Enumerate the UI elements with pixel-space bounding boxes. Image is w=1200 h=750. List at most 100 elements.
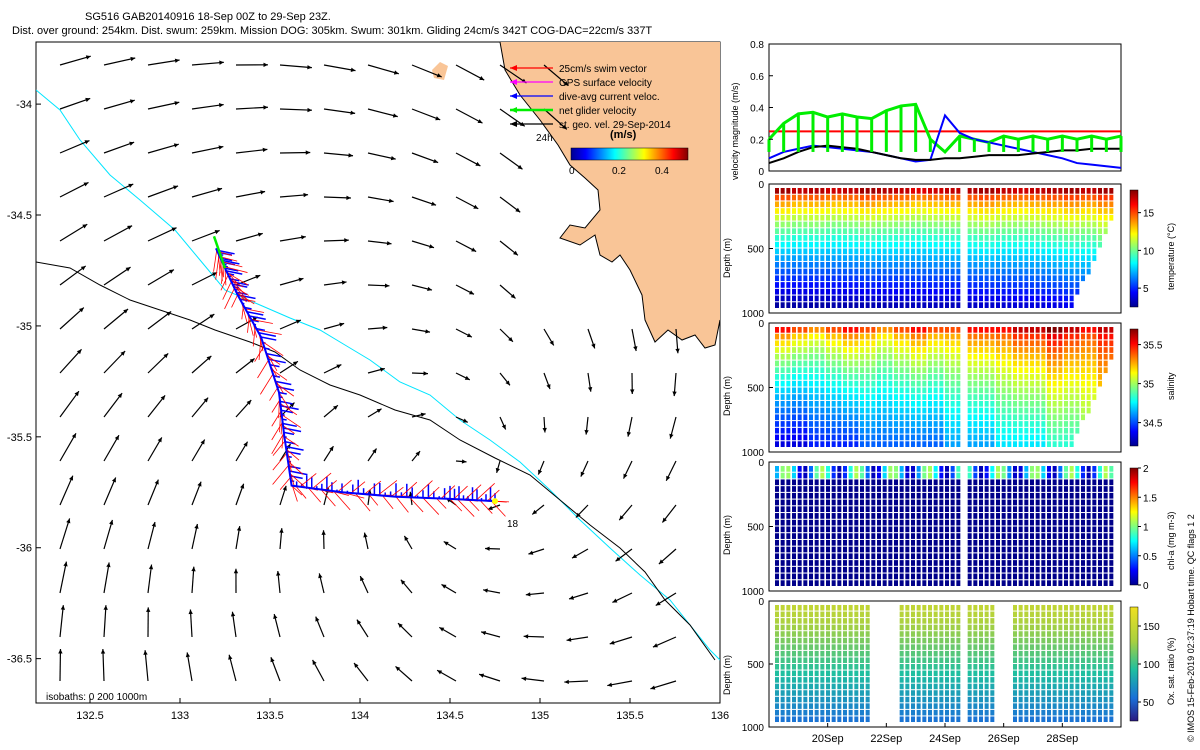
section-sample xyxy=(950,566,955,573)
section-sample xyxy=(1018,394,1023,400)
section-sample xyxy=(831,194,836,201)
section-sample xyxy=(1035,394,1040,400)
section-sample xyxy=(860,560,864,566)
section-sample xyxy=(888,486,893,492)
section-sample xyxy=(956,288,961,295)
section-sample xyxy=(780,194,785,201)
section-sample xyxy=(786,492,791,499)
section-sample xyxy=(1098,703,1102,709)
section-sample xyxy=(950,533,955,539)
section-sample xyxy=(809,546,813,553)
geo-velocity-arrowhead xyxy=(106,562,111,568)
section-sample xyxy=(939,650,944,657)
section-sample xyxy=(1109,327,1114,333)
geo-velocity-arrowhead xyxy=(393,70,399,75)
section-sample xyxy=(950,255,955,261)
section-sample xyxy=(865,188,870,194)
section-sample xyxy=(945,566,949,573)
section-sample xyxy=(809,434,813,441)
section-sample xyxy=(775,347,779,353)
section-sample xyxy=(1041,248,1046,255)
section-sample xyxy=(911,526,915,533)
section-sample xyxy=(1098,347,1102,353)
geo-velocity-arrowhead xyxy=(435,116,441,121)
section-sample xyxy=(899,513,904,519)
section-sample xyxy=(1024,605,1029,611)
section-sample xyxy=(1069,275,1074,282)
section-sample xyxy=(950,573,955,580)
section-sample xyxy=(1081,347,1085,353)
section-sample xyxy=(1069,631,1074,637)
geo-velocity-arrow xyxy=(102,648,105,682)
section-sample xyxy=(911,670,915,677)
section-sample xyxy=(814,295,819,302)
geo-velocity-arrowhead xyxy=(282,485,287,491)
section-sample xyxy=(1109,716,1114,723)
section-sample xyxy=(950,188,955,194)
section-sample xyxy=(848,560,853,566)
section-sample xyxy=(1092,255,1097,261)
section-sample xyxy=(911,631,915,637)
geo-velocity-arrow xyxy=(499,64,527,84)
section-sample xyxy=(854,644,859,650)
section-sample xyxy=(882,214,887,221)
geo-velocity-arrow xyxy=(103,183,134,198)
section-sample xyxy=(1086,407,1091,414)
geo-velocity-arrow xyxy=(279,194,309,198)
section-sample xyxy=(775,340,779,347)
section-sample xyxy=(1047,580,1051,586)
section-sample xyxy=(950,519,955,526)
section-sample xyxy=(1013,644,1017,650)
section-sample xyxy=(905,194,910,201)
section-sample xyxy=(939,716,944,723)
section-sample xyxy=(916,235,921,241)
geo-velocity-arrowhead xyxy=(279,528,284,533)
section-sample xyxy=(1081,553,1085,560)
section-sample xyxy=(1035,235,1040,241)
section-sample xyxy=(1013,374,1017,380)
section-sample xyxy=(797,657,802,664)
section-sample xyxy=(933,414,938,421)
swim-vector xyxy=(251,319,273,324)
section-sample xyxy=(882,194,887,201)
section-sample xyxy=(1086,696,1091,703)
section-sample xyxy=(967,333,972,340)
section-sample xyxy=(905,427,910,434)
section-sample xyxy=(984,486,989,492)
section-sample xyxy=(1041,716,1046,723)
geo-velocity-arrowhead xyxy=(154,479,159,485)
section-sample xyxy=(1041,486,1046,492)
section-sample xyxy=(792,546,796,553)
section-sample xyxy=(933,670,938,677)
section-sample xyxy=(1013,261,1017,268)
section-sample xyxy=(973,539,978,546)
geo-velocity-arrowhead xyxy=(675,348,680,354)
section-sample xyxy=(792,221,796,228)
section-sample xyxy=(928,546,932,553)
section-sample xyxy=(877,414,881,421)
section-sample xyxy=(1013,573,1017,580)
section-sample xyxy=(979,703,983,709)
section-sample xyxy=(1086,194,1091,201)
section-sample xyxy=(1052,690,1057,696)
map-xtick-label: 134.5 xyxy=(436,710,464,722)
section-sample xyxy=(775,466,779,472)
section-sample xyxy=(984,208,989,214)
section-sample xyxy=(933,340,938,347)
section-sample xyxy=(837,650,842,657)
section-sample xyxy=(820,214,825,221)
section-sample xyxy=(797,716,802,723)
section-sample xyxy=(882,261,887,268)
section-sample xyxy=(1024,353,1029,360)
geo-velocity-arrowhead xyxy=(346,195,351,201)
section-sample xyxy=(939,486,944,492)
section-sample xyxy=(786,228,791,235)
section-sample xyxy=(820,194,825,201)
section-ytick-label: 1000 xyxy=(742,309,765,320)
section-sample xyxy=(1052,677,1057,683)
section-sample xyxy=(803,573,808,580)
section-sample xyxy=(1041,374,1046,380)
section-sample xyxy=(1024,657,1029,664)
section-sample xyxy=(1047,421,1051,427)
section-sample xyxy=(871,248,876,255)
